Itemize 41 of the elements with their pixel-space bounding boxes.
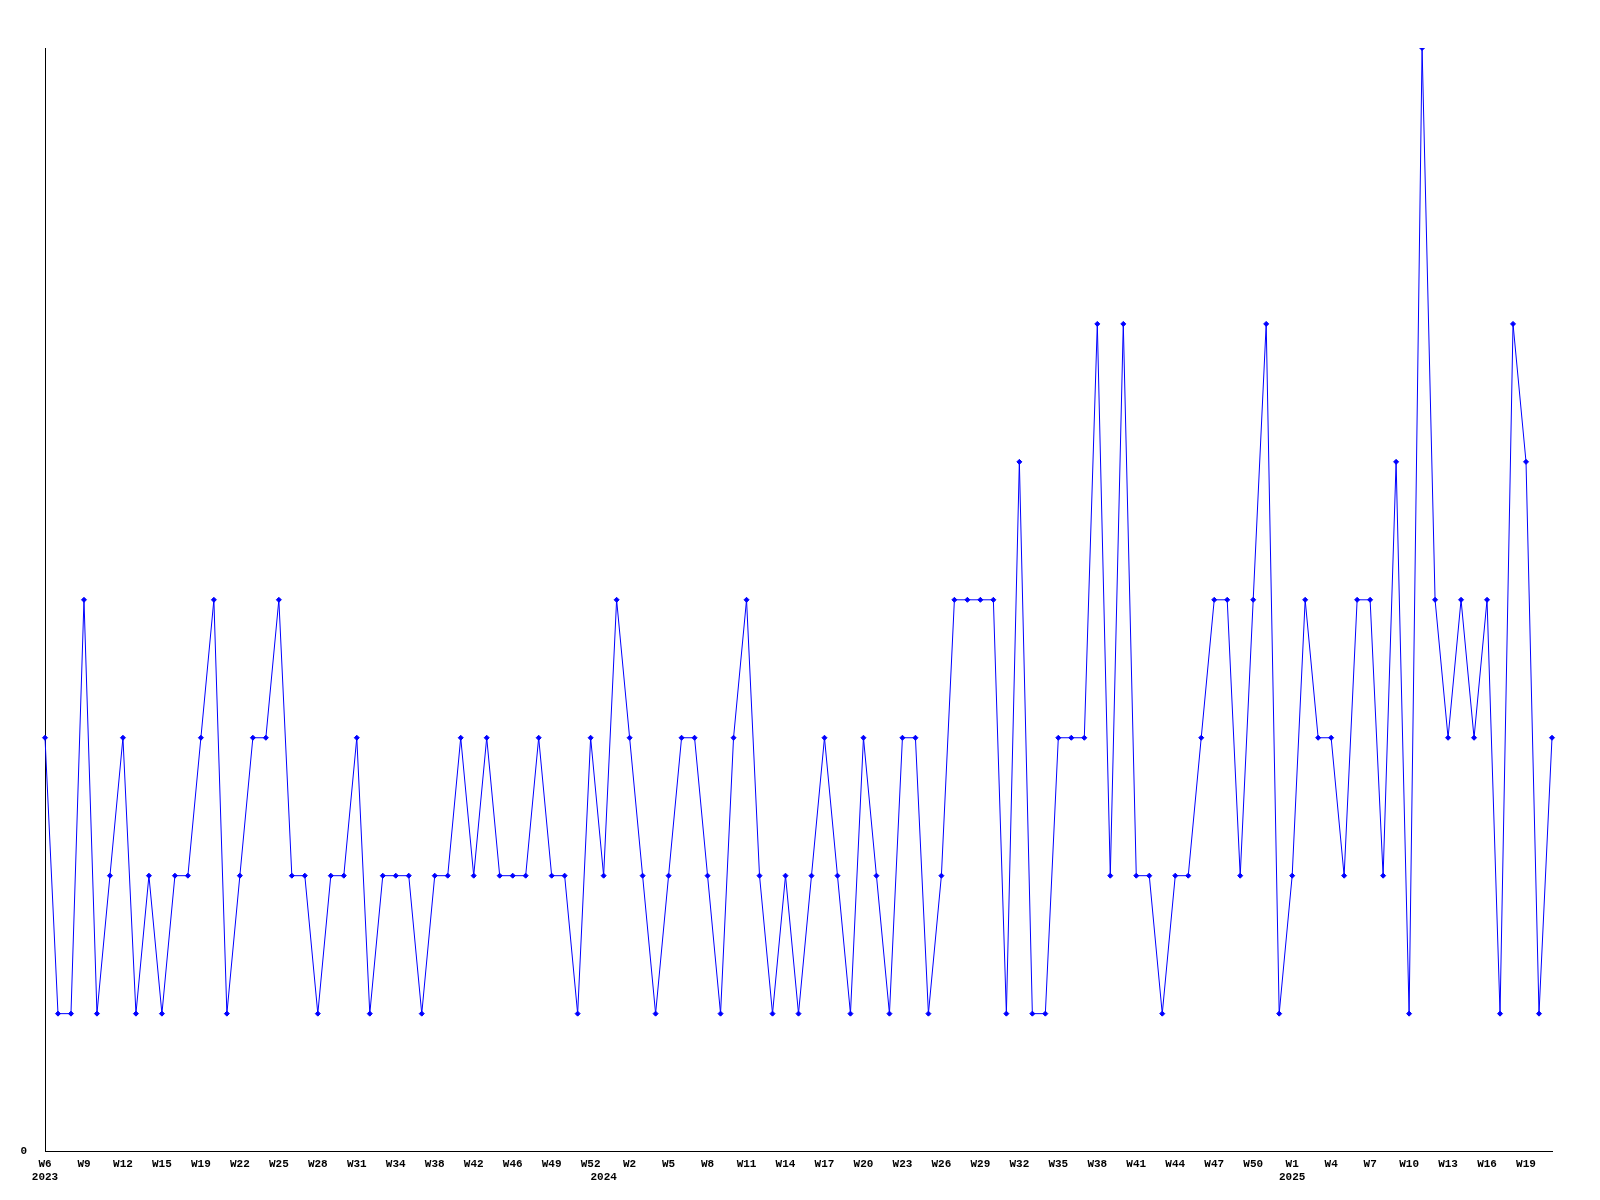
x-tick-label: W8 <box>700 1157 715 1170</box>
x-tick-label: W7 <box>1363 1157 1377 1170</box>
x-tick-label: W46 <box>502 1157 523 1170</box>
x-tick-label: W41 <box>1126 1157 1147 1170</box>
x-tick-label: 2024 <box>590 1171 618 1184</box>
x-tick-label: W2 <box>623 1157 637 1170</box>
text: 0 <box>20 1145 27 1158</box>
x-tick-label: W42 <box>463 1157 484 1170</box>
x-tick-label: W10 <box>1399 1157 1419 1170</box>
x-tick-label: W34 <box>385 1157 407 1170</box>
x-tick-label: W26 <box>931 1157 952 1170</box>
x-tick-label: W38 <box>424 1157 446 1170</box>
x-tick-label: W28 <box>307 1157 329 1170</box>
x-tick-label: W1 2025 <box>1278 1157 1306 1184</box>
x-tick-label: W17 <box>814 1157 835 1170</box>
x-tick-label: W14 <box>775 1157 796 1170</box>
x-tick-label: W23 <box>892 1157 913 1170</box>
x-tick-label: W35 <box>1048 1157 1069 1170</box>
x-tick-label: W20 <box>853 1157 874 1170</box>
x-tick-label: W19 <box>190 1157 211 1170</box>
x-tick-label: W11 <box>736 1157 757 1170</box>
x-tick-label: W29 <box>970 1157 991 1170</box>
x-tick-label: W47 <box>1204 1157 1225 1170</box>
x-tick-label: W13 <box>1438 1157 1459 1170</box>
x-tick-label: W25 <box>268 1157 290 1170</box>
x-tick-label: W32 <box>1009 1157 1030 1170</box>
x-tick-label: W38 <box>1087 1157 1108 1170</box>
x-tick-label: W4 <box>1324 1157 1339 1170</box>
x-tick-label: W9 <box>77 1157 91 1170</box>
x-tick-label: W16 <box>1477 1157 1497 1170</box>
x-tick-label: W5 <box>661 1157 676 1170</box>
x-tick-label: W12 <box>113 1157 133 1170</box>
x-tick-label: W52 <box>580 1157 601 1170</box>
x-tick-label: W49 <box>541 1157 562 1170</box>
x-tick-label: W31 <box>346 1157 368 1170</box>
x-tick-label: W44 <box>1165 1157 1186 1170</box>
x-tick-label: W19 <box>1516 1157 1536 1170</box>
x-tick-label: W50 <box>1243 1157 1264 1170</box>
x-tick-label: W15 <box>152 1157 173 1170</box>
x-tick-label: W6 2023 <box>31 1157 59 1184</box>
x-tick-label: W22 <box>229 1157 250 1170</box>
